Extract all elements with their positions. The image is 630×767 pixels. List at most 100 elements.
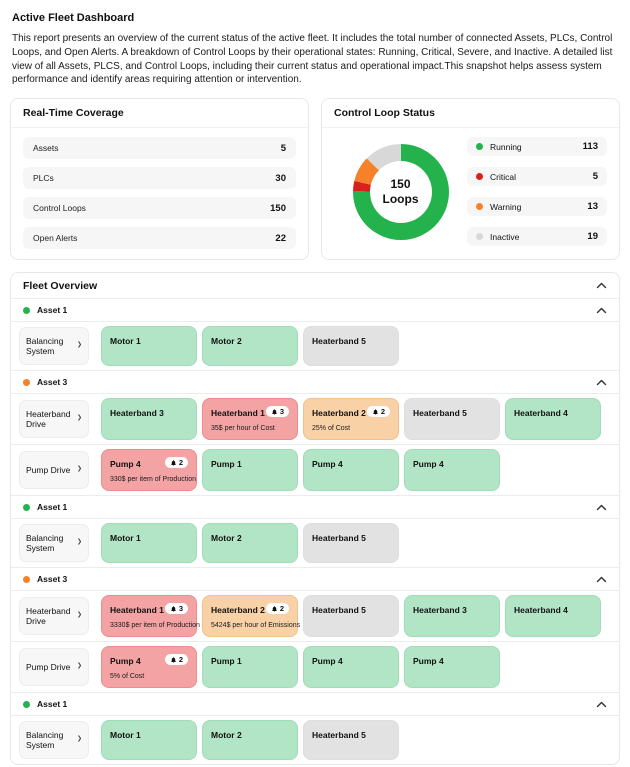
control-loop-tile-heaterband-2[interactable]: Heaterband 2 2 25% of Cost: [303, 398, 399, 441]
tile-impact-label: 5% of Cost: [110, 673, 145, 681]
plc-name: Heaterband Drive: [26, 605, 71, 627]
plc-label-balancing-system[interactable]: Balancing System ❯: [19, 721, 89, 760]
control-loop-tile-motor-2[interactable]: Motor 2: [202, 523, 298, 564]
control-loop-tile-heaterband-5[interactable]: Heaterband 5: [303, 720, 399, 761]
control-loop-tile-motor-1[interactable]: Motor 1: [101, 326, 197, 367]
asset-group-header-asset-1[interactable]: Asset 1: [11, 495, 619, 518]
fleet-overview-title: Fleet Overview: [23, 279, 98, 292]
tile-top: Pump 4: [312, 457, 390, 469]
status-dot-icon: [476, 233, 483, 241]
legend-row-inactive: Inactive 19: [467, 227, 607, 247]
alert-count: 3: [279, 407, 284, 417]
control-loop-tile-heaterband-4[interactable]: Heaterband 4: [505, 595, 601, 638]
tiles-row: Motor 1 Motor 2 Heaterband 5: [101, 326, 399, 367]
alert-count: 2: [178, 655, 183, 665]
tile-name: Pump 4: [312, 459, 343, 470]
asset-group-3: Asset 1 Balancing System ❯ Motor 1 Motor 2 He…: [11, 495, 619, 567]
control-loop-tile-motor-1[interactable]: Motor 1: [101, 523, 197, 564]
tiles-row: Heaterband 1 3 3330$ per item of Productio…: [101, 595, 601, 638]
tiles-row: Motor 1 Motor 2 Heaterband 5: [101, 720, 399, 761]
tile-name: Heaterband 2: [211, 605, 265, 616]
control-loop-tile-heaterband-3[interactable]: Heaterband 3: [404, 595, 500, 638]
control-loop-tile-pump-4[interactable]: Pump 4: [303, 646, 399, 689]
asset-group-header-asset-1[interactable]: Asset 1: [11, 692, 619, 715]
plc-label-balancing-system[interactable]: Balancing System ❯: [19, 327, 89, 366]
alert-count: 2: [380, 407, 385, 417]
chevron-right-icon: ❯: [76, 663, 82, 670]
control-loop-tile-heaterband-3[interactable]: Heaterband 3: [101, 398, 197, 441]
tile-top: Heaterband 3: [110, 406, 188, 418]
control-loop-tile-heaterband-1[interactable]: Heaterband 1 3 35$ per hour of Cost: [202, 398, 298, 441]
plc-label-pump-drive[interactable]: Pump Drive ❯: [19, 648, 89, 687]
control-loop-status-body: 150 Loops Running 113 Critical 5 Warning 13 In…: [322, 128, 619, 255]
plc-name: Balancing System: [26, 729, 64, 751]
control-loop-tile-motor-2[interactable]: Motor 2: [202, 720, 298, 761]
plc-label-balancing-system[interactable]: Balancing System ❯: [19, 524, 89, 563]
bell-icon: [170, 605, 176, 612]
status-dot-icon: [476, 143, 483, 151]
plc-label-pump-drive[interactable]: Pump Drive ❯: [19, 451, 89, 490]
loop-status-donut-chart: 150 Loops: [352, 143, 449, 240]
plc-name: Pump Drive: [26, 661, 71, 672]
legend-value: 13: [587, 201, 598, 213]
plc-row-heaterband-drive: Heaterband Drive ❯ Heaterband 3 Heaterband …: [11, 393, 619, 444]
control-loop-tile-pump-4[interactable]: Pump 4 2 5% of Cost: [101, 646, 197, 689]
asset-status-dot: [23, 306, 30, 314]
control-loop-tile-heaterband-5[interactable]: Heaterband 5: [303, 523, 399, 564]
legend-value: 5: [592, 171, 598, 183]
control-loop-tile-heaterband-4[interactable]: Heaterband 4: [505, 398, 601, 441]
plc-label-heaterband-drive[interactable]: Heaterband Drive ❯: [19, 400, 89, 439]
stat-label: Open Alerts: [33, 233, 78, 244]
asset-group-header-asset-3[interactable]: Asset 3: [11, 370, 619, 393]
asset-status-dot: [23, 503, 30, 511]
asset-status-dot: [23, 575, 30, 583]
chevron-right-icon: ❯: [76, 736, 82, 743]
legend-row-running: Running 113: [467, 137, 607, 157]
tile-name: Pump 4: [413, 656, 444, 667]
control-loop-tile-pump-1[interactable]: Pump 1: [202, 449, 298, 492]
plc-name: Balancing System: [26, 532, 64, 554]
tile-top: Heaterband 2 2: [312, 406, 390, 418]
real-time-coverage-card: Real-Time Coverage Assets 5 PLCs 30 Control …: [10, 98, 309, 261]
bell-icon: [372, 408, 378, 415]
tile-top: Heaterband 2 2: [211, 603, 289, 615]
tile-impact-label: 25% of Cost: [312, 425, 351, 433]
asset-name: Asset 1: [37, 502, 68, 513]
tile-top: Motor 2: [211, 531, 289, 543]
plc-label-heaterband-drive[interactable]: Heaterband Drive ❯: [19, 597, 89, 636]
control-loop-tile-motor-2[interactable]: Motor 2: [202, 326, 298, 367]
control-loop-tile-pump-4[interactable]: Pump 4: [404, 449, 500, 492]
control-loop-tile-pump-4[interactable]: Pump 4: [303, 449, 399, 492]
asset-name: Asset 3: [37, 574, 68, 585]
tile-name: Heaterband 3: [110, 408, 164, 419]
tile-top: Heaterband 1 3: [110, 603, 188, 615]
control-loop-tile-heaterband-5[interactable]: Heaterband 5: [404, 398, 500, 441]
tile-impact-label: 330$ per item of Production: [110, 476, 196, 484]
control-loop-tile-pump-1[interactable]: Pump 1: [202, 646, 298, 689]
tiles-row: Pump 4 2 5% of Cost Pump 1 Pump 4 Pump 4: [101, 646, 500, 689]
control-loop-tile-pump-4[interactable]: Pump 4 2 330$ per item of Production: [101, 449, 197, 492]
tiles-row: Motor 1 Motor 2 Heaterband 5: [101, 523, 399, 564]
donut-center-label: 150 Loops: [353, 144, 449, 240]
control-loop-tile-heaterband-1[interactable]: Heaterband 1 3 3330$ per item of Productio…: [101, 595, 200, 638]
control-loop-tile-heaterband-5[interactable]: Heaterband 5: [303, 326, 399, 367]
stat-value: 5: [280, 142, 286, 154]
alert-count-badge: 2: [265, 603, 289, 615]
chevron-up-icon: [596, 282, 607, 289]
alert-count: 2: [279, 604, 284, 614]
asset-group-header-asset-3[interactable]: Asset 3: [11, 567, 619, 590]
tile-top: Heaterband 1 3: [211, 406, 289, 418]
real-time-coverage-title: Real-Time Coverage: [11, 99, 308, 129]
status-dot-icon: [476, 173, 483, 181]
tiles-row: Pump 4 2 330$ per item of Production Pump 1…: [101, 449, 500, 492]
plc-row-balancing-system: Balancing System ❯ Motor 1 Motor 2 Heaterban…: [11, 715, 619, 764]
control-loop-tile-heaterband-2[interactable]: Heaterband 2 2 5424$ per hour of Emissions: [202, 595, 300, 638]
tile-name: Heaterband 1: [211, 408, 265, 419]
summary-cards-row: Real-Time Coverage Assets 5 PLCs 30 Control …: [10, 98, 620, 261]
control-loop-tile-heaterband-5[interactable]: Heaterband 5: [303, 595, 399, 638]
fleet-overview-header[interactable]: Fleet Overview: [11, 273, 619, 298]
asset-group-header-asset-1[interactable]: Asset 1: [11, 298, 619, 321]
control-loop-tile-motor-1[interactable]: Motor 1: [101, 720, 197, 761]
control-loop-tile-pump-4[interactable]: Pump 4: [404, 646, 500, 689]
plc-row-balancing-system: Balancing System ❯ Motor 1 Motor 2 Heaterban…: [11, 321, 619, 370]
